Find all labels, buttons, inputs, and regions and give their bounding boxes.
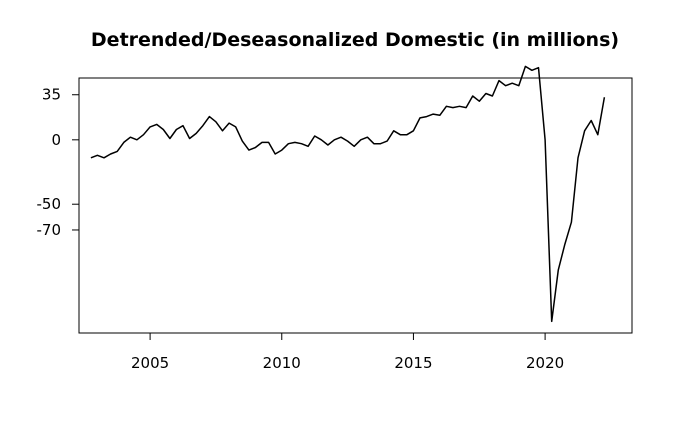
- y-axis: 35 0 -50 -70: [37, 86, 79, 239]
- y-tick-label: -70: [37, 221, 62, 239]
- x-axis: 2005 2010 2015 2020: [131, 333, 564, 372]
- x-tick-label: 2010: [263, 354, 301, 372]
- series-group: [90, 65, 606, 323]
- x-tick-label: 2020: [526, 354, 564, 372]
- x-tick-label: 2005: [131, 354, 169, 372]
- y-tick-label: 35: [42, 86, 61, 104]
- plot-frame: [78, 77, 633, 334]
- chart-title: Detrended/Deseasonalized Domestic (in mi…: [91, 29, 619, 51]
- series-line: [90, 65, 606, 323]
- y-tick-label: 0: [51, 131, 61, 149]
- x-tick-label: 2015: [394, 354, 432, 372]
- y-tick-label: -50: [37, 195, 62, 213]
